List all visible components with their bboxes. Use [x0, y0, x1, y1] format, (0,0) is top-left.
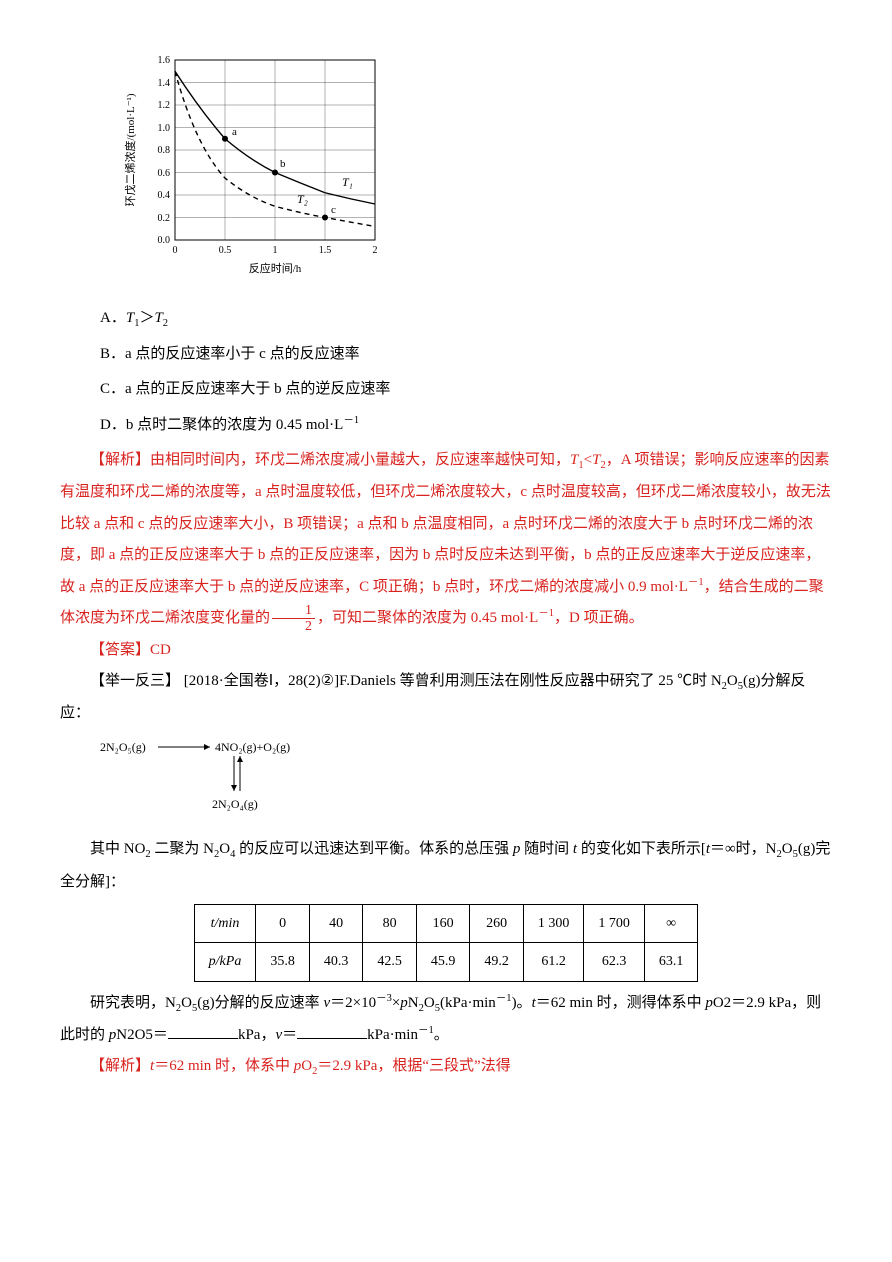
svg-text:0.8: 0.8 — [158, 145, 171, 156]
option-c: C．a 点的正反应速率大于 b 点的逆反应速率 — [100, 374, 832, 406]
svg-text:0.2: 0.2 — [158, 213, 171, 224]
svg-text:0.0: 0.0 — [158, 235, 171, 246]
svg-text:0.5: 0.5 — [219, 245, 232, 256]
option-a: A．T1＞T2 — [100, 303, 832, 335]
svg-text:1.0: 1.0 — [158, 123, 171, 134]
marker-c — [322, 215, 328, 221]
svg-text:1.5: 1.5 — [319, 245, 332, 256]
svg-text:1: 1 — [273, 245, 278, 256]
analysis-label: 【解析】 — [90, 452, 150, 468]
svg-text:c: c — [331, 204, 336, 216]
svg-text:0.4: 0.4 — [158, 190, 171, 201]
extension-intro: 【举一反三】 [2018·全国卷Ⅰ，28(2)②]F.Daniels 等曾利用测… — [60, 666, 832, 730]
analysis2-text: t＝62 min 时，体系中 pO2＝2.9 kPa，根据“三段式”法得 — [150, 1058, 511, 1074]
chart-svg: 0.0 0.2 0.4 0.6 0.8 1.0 1.2 1.4 1.6 0 0.… — [120, 50, 400, 280]
analysis-paragraph: 【解析】由相同时间内，环戊二烯浓度减小量越大，反应速率越快可知，T1<T2，A … — [60, 445, 832, 635]
reaction-diagram: 2N₂O₅(g) 4NO₂(g)+O₂(g) 2N₂O₄(g) — [100, 736, 832, 829]
svg-text:0: 0 — [173, 245, 178, 256]
analysis2-line: 【解析】t＝62 min 时，体系中 pO2＝2.9 kPa，根据“三段式”法得 — [60, 1051, 832, 1083]
option-d: D．b 点时二聚体的浓度为 0.45 mol·L－1 — [100, 410, 832, 442]
svg-text:1.2: 1.2 — [158, 100, 171, 111]
answer-line: 【答案】CD — [60, 635, 832, 667]
option-b: B．a 点的反应速率小于 c 点的反应速率 — [100, 339, 832, 371]
svg-text:2N₂O₅(g): 2N₂O₅(g) — [100, 740, 146, 754]
svg-text:2: 2 — [373, 245, 378, 256]
marker-b — [272, 170, 278, 176]
svg-text:1.6: 1.6 — [158, 55, 171, 66]
option-list: A．T1＞T2 B．a 点的反应速率小于 c 点的反应速率 C．a 点的正反应速… — [60, 303, 832, 442]
table-row: p/kPa 35.8 40.3 42.5 45.9 49.2 61.2 62.3… — [194, 943, 698, 981]
svg-text:a: a — [232, 126, 237, 138]
blank-1 — [168, 1023, 238, 1039]
svg-text:4NO₂(g)+O₂(g): 4NO₂(g)+O₂(g) — [215, 740, 290, 754]
svg-text:T₁: T₁ — [342, 175, 353, 189]
svg-text:T₂: T₂ — [297, 192, 308, 206]
marker-a — [222, 136, 228, 142]
analysis2-label: 【解析】 — [90, 1058, 150, 1074]
svg-text:2N₂O₄(g): 2N₂O₄(g) — [212, 797, 258, 811]
svg-text:0.6: 0.6 — [158, 168, 171, 179]
pressure-table: t/min 0 40 80 160 260 1 300 1 700 ∞ p/kP… — [194, 904, 699, 982]
blank-2 — [297, 1023, 367, 1039]
extension-para2: 其中 NO2 二聚为 N2O4 的反应可以迅速达到平衡。体系的总压强 p 随时间… — [60, 834, 832, 898]
concentration-chart: 0.0 0.2 0.4 0.6 0.8 1.0 1.2 1.4 1.6 0 0.… — [120, 50, 832, 293]
svg-text:1.4: 1.4 — [158, 78, 171, 89]
answer-label: 【答案】 — [90, 642, 150, 658]
svg-text:b: b — [280, 158, 286, 170]
analysis-text-2: ，可知二聚体的浓度为 0.45 mol·L－1，D 项正确。 — [317, 610, 644, 626]
chart-ylabel: 环戊二烯浓度/(mol·L⁻¹) — [123, 93, 137, 206]
chart-xlabel: 反应时间/h — [249, 261, 302, 275]
extension-label: 【举一反三】 — [90, 673, 180, 689]
answer-value: CD — [150, 642, 171, 658]
table-row: t/min 0 40 80 160 260 1 300 1 700 ∞ — [194, 905, 698, 943]
analysis-text-1: 由相同时间内，环戊二烯浓度减小量越大，反应速率越快可知，T1<T2，A 项错误；… — [60, 452, 831, 626]
extension-para3: 研究表明，N2O5(g)分解的反应速率 v＝2×10－3×pN2O5(kPa·m… — [60, 988, 832, 1052]
